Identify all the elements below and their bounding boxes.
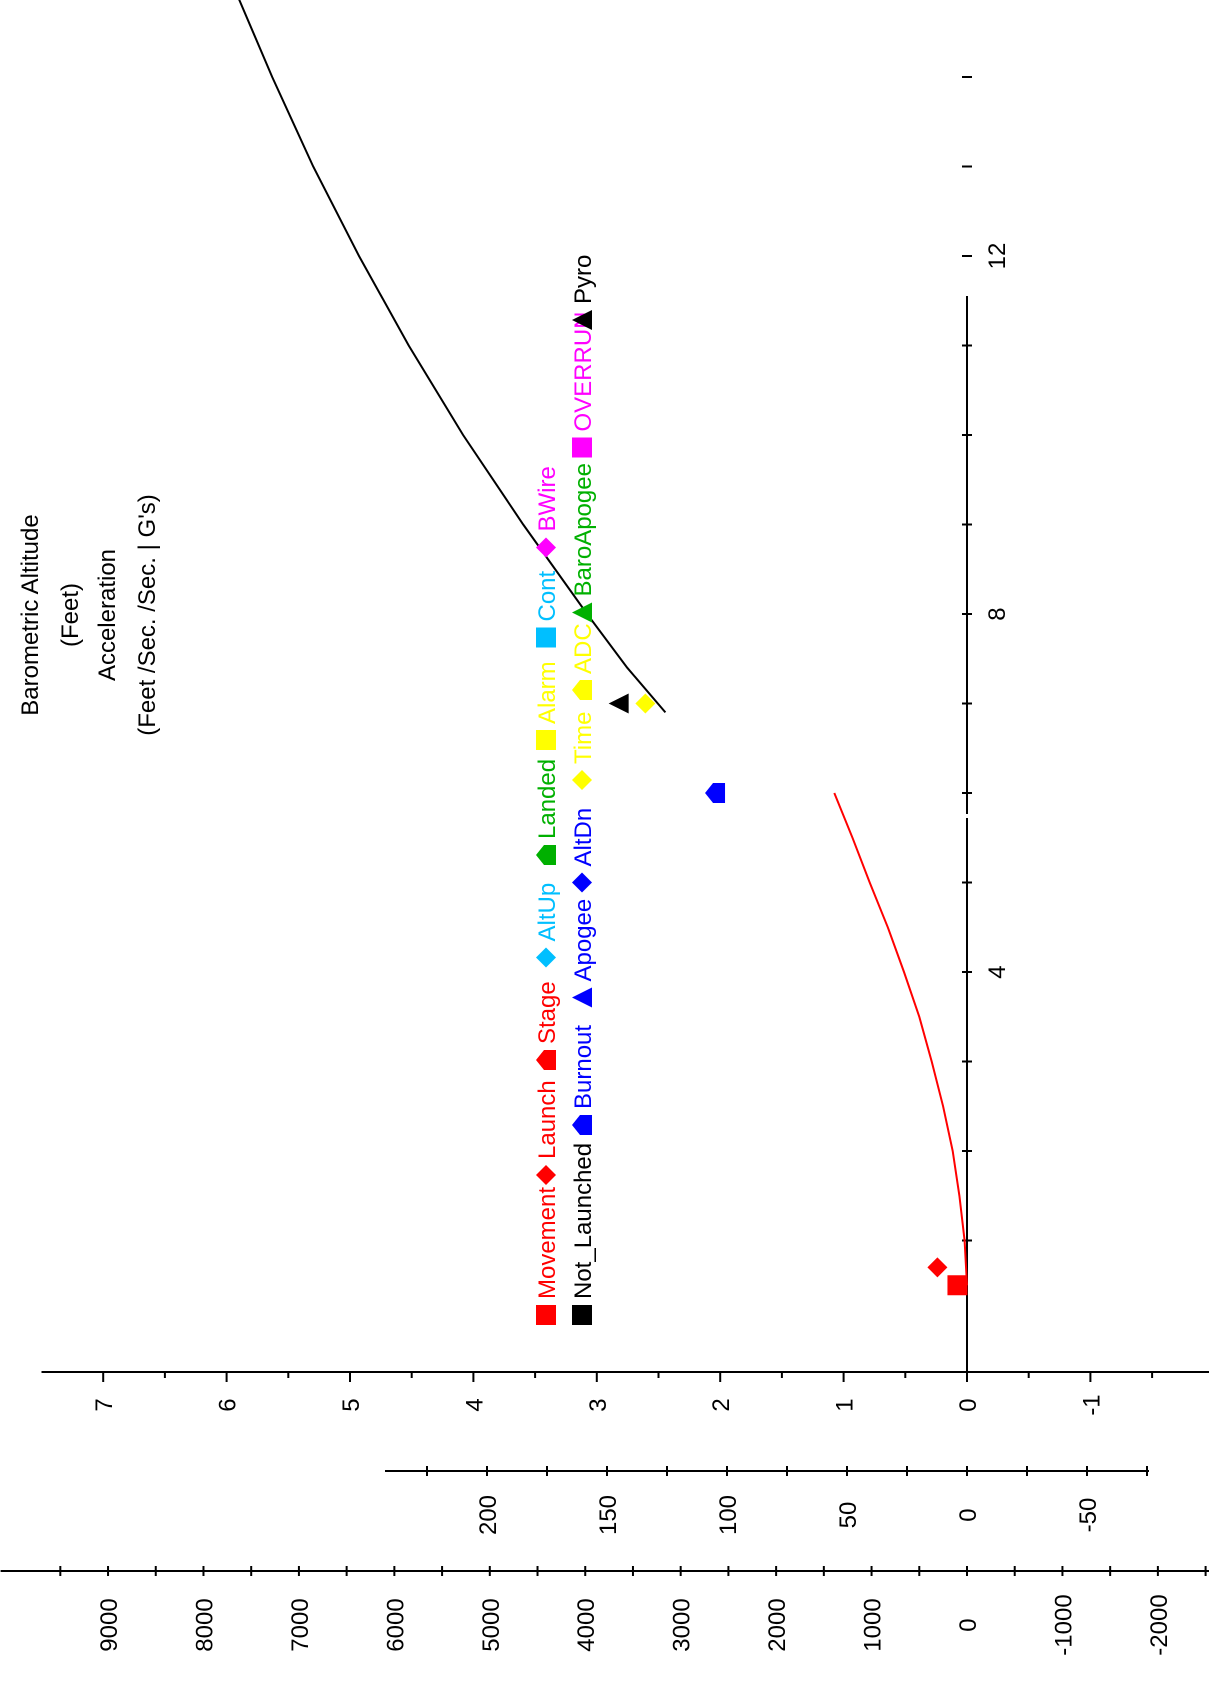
legend-marker [536, 1305, 556, 1325]
altitude-series-line [238, 0, 667, 714]
legend-marker [572, 987, 592, 1008]
chart-legend: Movement Launch Stage AltUp Landed Alarm Cont B… [534, 255, 597, 1325]
legend-marker [536, 1165, 556, 1185]
legend-label: Apogee [570, 899, 597, 982]
chart-title-line: (Feet) [57, 583, 84, 647]
legend-marker [536, 947, 556, 968]
legend-label: Not_Launched [570, 1143, 597, 1299]
legend-marker [572, 602, 592, 623]
g-tick-label: 2 [708, 1398, 735, 1411]
accel-tick-label: 0 [955, 1508, 982, 1521]
g-tick-label: 4 [461, 1398, 488, 1411]
x-tick-label: 4 [984, 965, 1011, 978]
legend-label: Stage [534, 981, 561, 1044]
legend-label: Launch [534, 1080, 561, 1159]
legend-marker [572, 680, 592, 700]
altitude-tick-label: 6000 [382, 1598, 409, 1651]
chart-title-group: Barometric Altitude (Feet) Acceleration (Fe… [17, 494, 161, 736]
altitude-tick-label: -2000 [1146, 1594, 1173, 1655]
legend-marker [536, 1050, 556, 1070]
altitude-tick-label: 1000 [860, 1598, 887, 1651]
legend-marker [536, 537, 556, 558]
g-tick-label: 3 [585, 1398, 612, 1411]
altitude-tick-label: 3000 [669, 1598, 696, 1651]
legend-marker [572, 872, 592, 893]
altitude-tick-label: 5000 [478, 1598, 505, 1651]
g-tick-label: -1 [1078, 1394, 1105, 1415]
altitude-tick-label: -1000 [1050, 1594, 1077, 1655]
g-tick-label: 6 [215, 1398, 242, 1411]
accel-tick-label: -50 [1075, 1498, 1102, 1533]
legend-label: AltUp [534, 883, 561, 942]
legend-marker [572, 770, 592, 790]
event-marker [947, 1275, 968, 1296]
chart-title-line: Acceleration [94, 549, 121, 681]
legend-label: Burnout [570, 1025, 597, 1109]
legend-label: ADC [570, 623, 597, 674]
g-tick-label: 1 [832, 1398, 859, 1411]
accel-tick-label: 100 [715, 1495, 742, 1535]
legend-marker [572, 1115, 592, 1135]
event-marker [705, 783, 726, 803]
x-tick-label: 12 [984, 243, 1011, 270]
chart-title-line: (Feet /Sec. /Sec. | G's) [134, 494, 161, 736]
legend-label: Movement [534, 1187, 561, 1299]
event-marker [608, 693, 629, 714]
altitude-tick-label: 2000 [764, 1598, 791, 1651]
event-marker [927, 1257, 948, 1278]
chart-plot-area: 4812162024283236404448-2000-100001000200… [0, 0, 1209, 1656]
chart-title-line: Barometric Altitude [17, 514, 44, 715]
legend-marker [572, 437, 592, 458]
altitude-tick-label: 4000 [573, 1598, 600, 1651]
legend-label: BWire [534, 466, 561, 531]
accel-tick-label: 50 [835, 1502, 862, 1529]
g-tick-label: 5 [338, 1398, 365, 1411]
legend-label: Pyro [570, 255, 597, 304]
g-tick-label: 0 [955, 1398, 982, 1411]
accel-tick-label: 200 [475, 1495, 502, 1535]
legend-label: AltDn [570, 808, 597, 867]
legend-marker [572, 310, 592, 330]
altitude-tick-label: 9000 [96, 1598, 123, 1651]
x-tick-label: 8 [984, 607, 1011, 620]
legend-label: OVERRUN [570, 311, 597, 431]
accel-tick-label: 150 [595, 1495, 622, 1535]
event-marker [635, 693, 656, 714]
legend-label: Cont [534, 570, 561, 621]
legend-marker [536, 627, 556, 648]
legend-label: BaroApogee [570, 463, 597, 596]
altitude-series-line [833, 792, 968, 1286]
altitude-tick-label: 8000 [191, 1598, 218, 1651]
legend-label: Landed [534, 759, 561, 839]
legend-label: Time [570, 712, 597, 764]
legend-label: Alarm [534, 661, 561, 724]
legend-marker [572, 1305, 592, 1325]
legend-marker [536, 845, 556, 865]
altitude-tick-label: 0 [955, 1618, 982, 1631]
altitude-tick-label: 7000 [287, 1598, 314, 1651]
legend-marker [536, 730, 556, 750]
g-tick-label: 7 [91, 1398, 118, 1411]
